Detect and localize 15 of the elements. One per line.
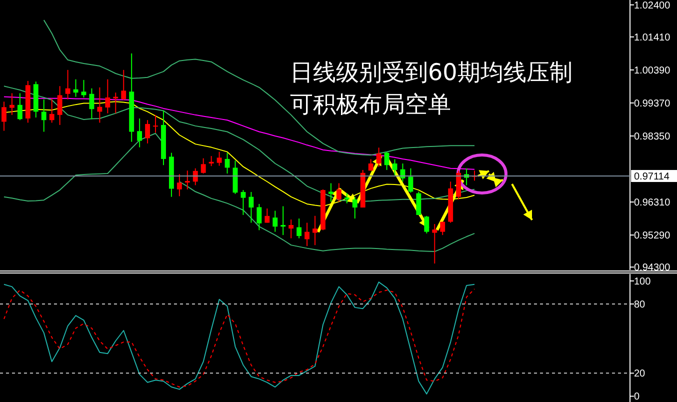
y-tick-label: 1.00390 (634, 65, 671, 76)
y-tick-label: 20 (634, 368, 646, 380)
y-tick-label: 100 (634, 276, 652, 288)
y-tick-label: 0.94300 (634, 262, 671, 274)
y-tick-label: 0.96310 (634, 198, 671, 209)
annotation: 可积极布局空单 (290, 92, 451, 118)
y-tick-label: 1.02400 (634, 0, 671, 12)
annotation: 日线级别受到60期均线压制 (290, 60, 572, 86)
y-tick-label: 0.95290 (634, 230, 671, 242)
y-tick-label: 80 (634, 299, 646, 310)
y-tick-label: 0.99370 (634, 98, 671, 110)
y-tick-label: 1.01410 (634, 32, 671, 44)
y-tick-label: 0.98350 (634, 131, 671, 142)
y-tick-label: 0 (634, 392, 640, 402)
ref-line-label: 0.97114 (634, 171, 670, 182)
